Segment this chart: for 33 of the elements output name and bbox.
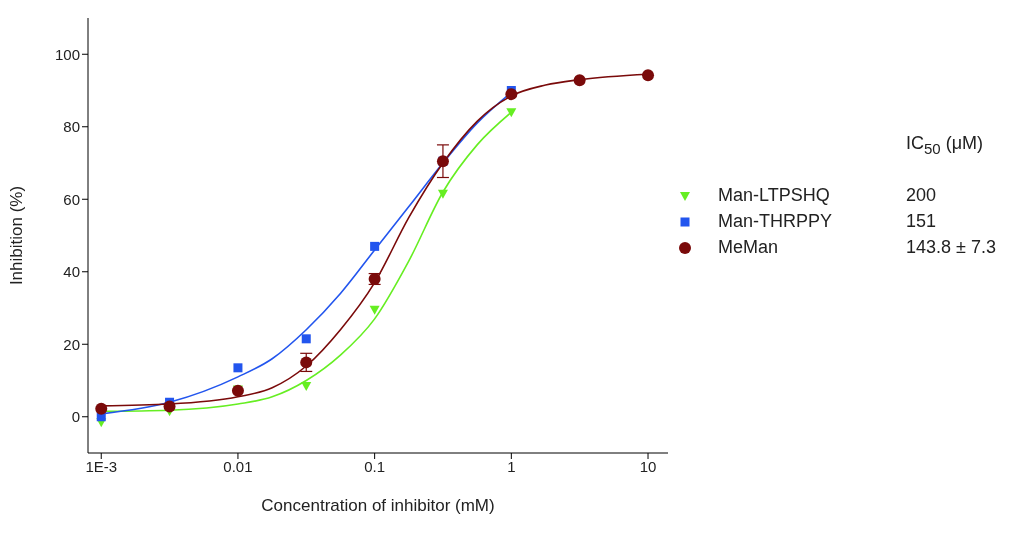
legend-label: Man-THRPPY [718, 211, 834, 233]
y-tick-label: 0 [71, 408, 80, 426]
point [233, 363, 243, 373]
x-tick-label: 0.01 [223, 457, 253, 475]
legend-title: IC$_{50}$ (μM) [906, 133, 985, 157]
y-tick-label: 40 [63, 263, 80, 281]
point [437, 189, 448, 199]
x-tick-label: 10 [639, 457, 657, 475]
point [573, 74, 586, 87]
point [369, 305, 380, 315]
text: 143.8 ± 7.3 [906, 237, 996, 259]
point [163, 400, 176, 413]
text: 151 [906, 211, 937, 233]
y-tick-label: 20 [63, 335, 80, 353]
x-tick-label: 1E-3 [85, 457, 118, 475]
y-tick-label: 100 [54, 45, 80, 63]
y-tick-label: 80 [63, 118, 80, 136]
x-axis-title: Concentration of inhibitor (mM) [261, 496, 495, 515]
y-axis-title: Inhibition (%) [7, 185, 27, 286]
x-tick-label: 1 [507, 457, 516, 475]
point [370, 241, 380, 251]
legend-label: Man-LTPSHQ [718, 185, 831, 207]
y-tick-label: 60 [63, 190, 80, 208]
point [95, 402, 108, 415]
point [301, 334, 311, 344]
point [505, 88, 518, 101]
legend-label: MeMan [718, 237, 780, 259]
text: 200 [906, 185, 937, 207]
point [642, 69, 655, 82]
x-tick-label: 0.1 [364, 457, 386, 475]
point [300, 356, 313, 369]
point [301, 381, 312, 391]
point [506, 108, 517, 118]
